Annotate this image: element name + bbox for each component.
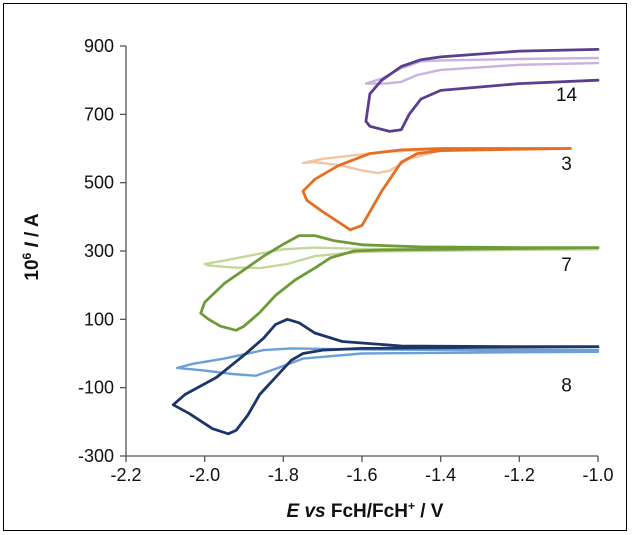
series-label-8: 8 <box>561 375 572 396</box>
curves <box>171 48 600 436</box>
x-axis-title: E vs FcH/FcH+ / V <box>287 499 444 522</box>
series-line-8-light <box>175 347 600 377</box>
x-tick-label: -1.4 <box>425 465 456 485</box>
series-label-14: 14 <box>556 85 578 106</box>
y-axis-title: 106 I / A <box>20 213 43 281</box>
series-line-14-light <box>364 56 600 85</box>
series-label-3: 3 <box>561 154 572 175</box>
y-tick-label: 300 <box>84 241 114 261</box>
axes: -300 -100 100 300 500 700 900 -2.2 -2.0 -1.8 -1.6 -… <box>78 36 614 485</box>
series-line-7-dark <box>199 234 600 332</box>
series-line-7-light <box>203 246 600 270</box>
x-tick-label: -1.0 <box>582 465 613 485</box>
series-line-14-dark <box>364 48 600 133</box>
x-tick-label: -1.6 <box>346 465 377 485</box>
y-tick-label: -300 <box>78 446 114 466</box>
y-tick-label: 700 <box>84 104 114 124</box>
y-tick-label: -100 <box>78 378 114 398</box>
x-tick-label: -1.8 <box>268 465 299 485</box>
series-line-8-dark <box>171 317 600 436</box>
y-tick-label: 900 <box>84 36 114 56</box>
y-tick-label: 500 <box>84 173 114 193</box>
series-line-3-dark <box>301 147 572 232</box>
series-labels: 14 3 7 8 <box>556 85 578 396</box>
x-tick-label: -2.0 <box>189 465 220 485</box>
series-label-7: 7 <box>561 255 572 276</box>
x-tick-label: -2.2 <box>110 465 141 485</box>
x-tick-label: -1.2 <box>504 465 535 485</box>
y-tick-label: 100 <box>84 309 114 329</box>
